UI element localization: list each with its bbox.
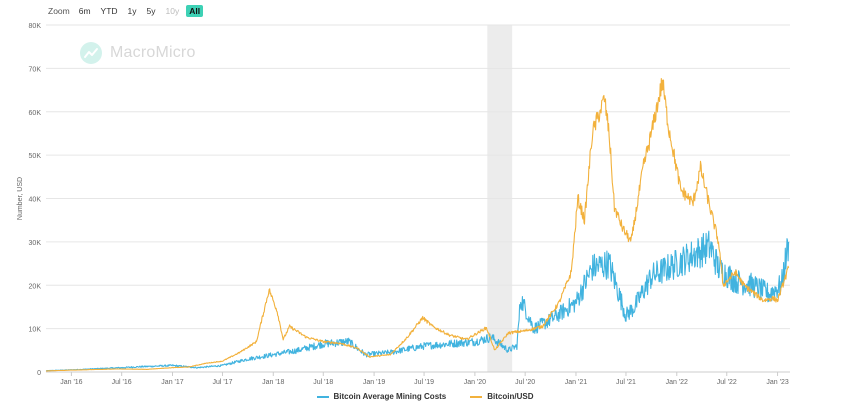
x-tick-label: Jan '21 bbox=[565, 379, 587, 386]
x-tick-label: Jul '20 bbox=[515, 379, 535, 386]
legend-item-mining-costs[interactable]: Bitcoin Average Mining Costs bbox=[316, 392, 447, 401]
zoom-6m-button[interactable]: 6m bbox=[78, 6, 91, 16]
x-tick-label: Jul '22 bbox=[717, 379, 737, 386]
zoom-ytd-button[interactable]: YTD bbox=[100, 6, 118, 16]
grid-layer bbox=[46, 24, 790, 373]
zoom-label: Zoom bbox=[48, 6, 70, 16]
legend-item-btc-usd[interactable]: Bitcoin/USD bbox=[470, 392, 534, 401]
y-tick-label: 70K bbox=[29, 66, 42, 73]
zoom-all-button[interactable]: All bbox=[186, 5, 204, 17]
legend-label-price: Bitcoin/USD bbox=[487, 392, 534, 401]
series-line-btc-usd bbox=[46, 78, 790, 372]
x-tick-label: Jan '18 bbox=[262, 379, 284, 386]
x-tick-label: Jan '19 bbox=[363, 379, 385, 386]
y-axis-label: Number, USD bbox=[17, 177, 24, 220]
y-tick-label: 40K bbox=[29, 197, 42, 204]
x-tick-label: Jan '22 bbox=[666, 379, 688, 386]
legend-swatch-mining bbox=[316, 395, 329, 398]
zoom-1y-button[interactable]: 1y bbox=[127, 6, 137, 16]
y-tick-label: 30K bbox=[29, 240, 42, 247]
x-tick-label: Jul '21 bbox=[616, 379, 636, 386]
legend-label-mining: Bitcoin Average Mining Costs bbox=[333, 392, 447, 401]
legend: Bitcoin Average Mining Costs Bitcoin/USD bbox=[0, 392, 850, 401]
watermark: MacroMicro bbox=[80, 42, 196, 64]
x-tick-label: Jan '23 bbox=[766, 379, 788, 386]
zoom-10y-button: 10y bbox=[165, 6, 180, 16]
y-tick-label: 60K bbox=[29, 110, 42, 117]
x-tick-label: Jul '19 bbox=[414, 379, 434, 386]
x-tick-label: Jan '17 bbox=[161, 379, 183, 386]
x-tick-label: Jul '17 bbox=[212, 379, 232, 386]
legend-swatch-price bbox=[470, 395, 483, 398]
x-tick-label: Jul '16 bbox=[112, 379, 132, 386]
zoom-bar: Zoom 6m YTD 1y 5y 10y All bbox=[48, 4, 204, 18]
watermark-text: MacroMicro bbox=[110, 44, 196, 61]
axis-layer: 0 10K 20K 30K 40K 50K 60K 70K 80K Jan '16 Jul '16 J… bbox=[17, 23, 789, 386]
y-tick-label: 80K bbox=[29, 23, 42, 30]
series-layer bbox=[45, 78, 790, 372]
y-tick-label: 50K bbox=[29, 153, 42, 160]
macromicro-logo-icon bbox=[80, 42, 102, 64]
series-line-mining-costs bbox=[45, 230, 790, 372]
y-tick-label: 10K bbox=[29, 327, 42, 334]
x-tick-label: Jan '20 bbox=[464, 379, 486, 386]
x-tick-label: Jan '16 bbox=[60, 379, 82, 386]
zoom-5y-button[interactable]: 5y bbox=[146, 6, 156, 16]
y-tick-label: 0 bbox=[37, 370, 41, 377]
y-tick-label: 20K bbox=[29, 283, 42, 290]
x-tick-label: Jul '18 bbox=[313, 379, 333, 386]
